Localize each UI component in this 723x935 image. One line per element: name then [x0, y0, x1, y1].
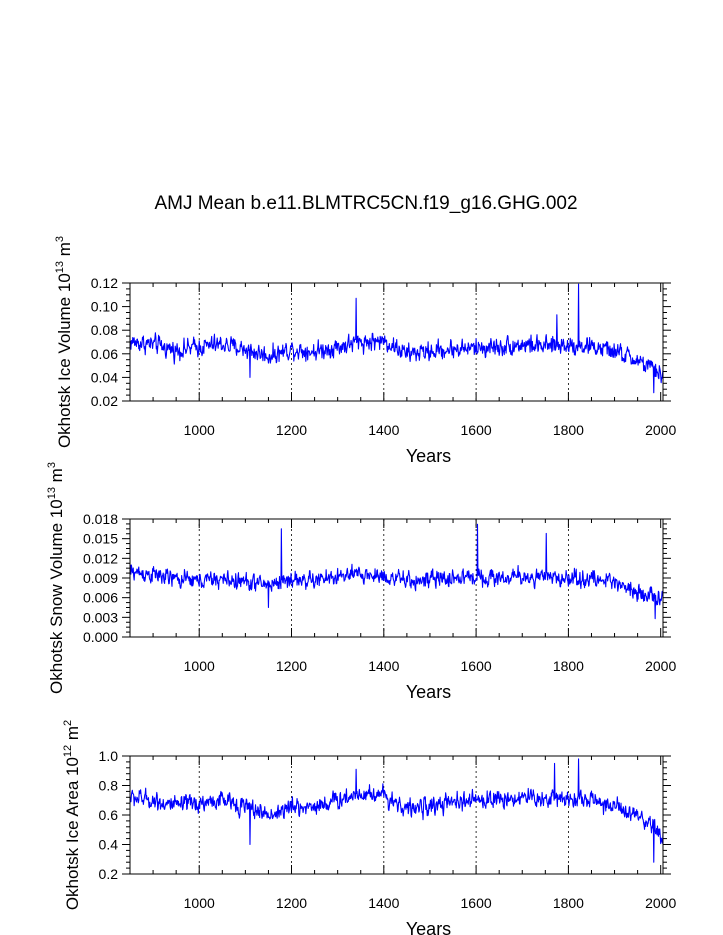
y-label-exponent: 13: [54, 261, 66, 273]
y-tick-label: 0.2: [99, 866, 119, 882]
y-tick-label: 0.10: [91, 299, 118, 315]
y-label-text: Okhotsk Snow Volume 10: [47, 499, 66, 694]
x-tick-label: 1800: [553, 422, 584, 438]
x-tick-label: 1400: [368, 422, 399, 438]
series-line: [129, 283, 664, 394]
y-label-unit: m: [63, 726, 82, 745]
y-tick-label: 0.003: [83, 609, 118, 625]
series-line: [129, 758, 664, 863]
x-tick-label: 1200: [276, 658, 307, 674]
y-tick-label: 0.000: [83, 629, 118, 645]
x-tick-label: 2000: [645, 895, 676, 911]
y-tick-label: 0.006: [83, 590, 118, 606]
y-tick-label: 0.012: [83, 550, 118, 566]
x-tick-label: 1600: [461, 422, 492, 438]
x-tick-label: 2000: [645, 658, 676, 674]
x-axis-label: Years: [406, 682, 451, 702]
chart-panels: 1000 1200 1400 1600 1800 2000 0.02 0.04 0.06 0.08…: [46, 236, 676, 935]
y-label-unit: m: [47, 468, 66, 487]
x-tick-label: 1600: [461, 658, 492, 674]
y-tick-label: 0.015: [83, 531, 118, 547]
y-axis-label: Okhotsk Snow Volume 1013 m3: [46, 462, 66, 694]
chart-panel-3: 1000 1200 1400 1600 1800 2000 0.2 0.4 0.6 0.8 1.0 Y…: [62, 720, 676, 935]
y-label-exponent: 12: [62, 745, 74, 757]
x-axis-label: Years: [406, 919, 451, 935]
y-tick-label: 0.02: [91, 393, 118, 409]
figure-title: AMJ Mean b.e11.BLMTRC5CN.f19_g16.GHG.002: [154, 193, 577, 214]
y-axis-label: Okhotsk Ice Volume 1013 m3: [54, 236, 74, 448]
x-tick-label: 1000: [184, 422, 215, 438]
y-tick-label: 0.009: [83, 570, 118, 586]
x-tick-label: 1000: [184, 895, 215, 911]
y-label-text: Okhotsk Ice Volume 10: [55, 273, 74, 448]
x-tick-label: 1400: [368, 895, 399, 911]
x-tick-label: 1000: [184, 658, 215, 674]
x-axis-label: Years: [406, 446, 451, 466]
chart-panel-2: 1000 1200 1400 1600 1800 2000 0.000 0.003 0.006 0…: [46, 462, 676, 702]
series-line: [129, 523, 664, 620]
y-label-unit-exponent: 2: [62, 720, 74, 726]
y-tick-label: 0.12: [91, 275, 118, 291]
x-tick-label: 1200: [276, 895, 307, 911]
y-label-unit-exponent: 3: [54, 236, 66, 242]
y-tick-label: 1.0: [99, 748, 119, 764]
y-label-text: Okhotsk Ice Area 10: [63, 757, 82, 910]
x-tick-label: 2000: [645, 422, 676, 438]
y-tick-label: 0.8: [99, 778, 119, 794]
chart-panel-1: 1000 1200 1400 1600 1800 2000 0.02 0.04 0.06 0.08…: [54, 236, 676, 466]
y-tick-label: 0.6: [99, 807, 119, 823]
y-tick-label: 0.04: [91, 369, 118, 385]
y-label-exponent: 13: [46, 487, 58, 499]
x-tick-label: 1800: [553, 658, 584, 674]
y-tick-label: 0.06: [91, 346, 118, 362]
x-tick-label: 1200: [276, 422, 307, 438]
y-tick-label: 0.4: [99, 837, 119, 853]
x-tick-label: 1400: [368, 658, 399, 674]
y-label-unit-exponent: 3: [46, 462, 58, 468]
y-tick-label: 0.08: [91, 322, 118, 338]
y-tick-label: 0.018: [83, 511, 118, 527]
y-axis-label: Okhotsk Ice Area 1012 m2: [62, 720, 82, 910]
x-tick-label: 1800: [553, 895, 584, 911]
plot-frame: [129, 755, 664, 875]
y-label-unit: m: [55, 242, 74, 261]
x-tick-label: 1600: [461, 895, 492, 911]
